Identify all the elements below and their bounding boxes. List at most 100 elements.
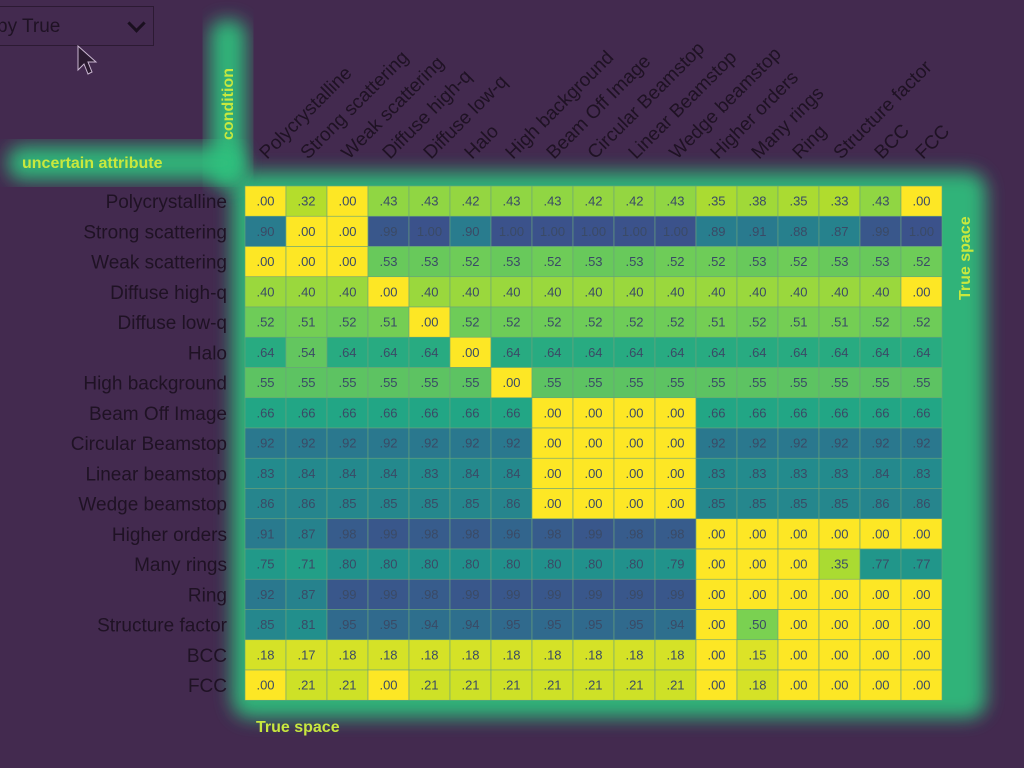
cell-value-label: .00 bbox=[584, 405, 602, 420]
heatmap-cell bbox=[367, 457, 410, 489]
cell-value-label: .92 bbox=[256, 436, 274, 451]
heatmap-cell bbox=[613, 397, 656, 429]
heatmap-cell bbox=[490, 427, 533, 459]
cell-value-label: .66 bbox=[789, 405, 807, 420]
cell-value-label: .92 bbox=[789, 436, 807, 451]
cell-value-label: .84 bbox=[297, 466, 315, 481]
heatmap-cell bbox=[572, 669, 615, 701]
heatmap-cell bbox=[408, 457, 451, 489]
cell-value-label: .85 bbox=[256, 617, 274, 632]
cell-value-label: .00 bbox=[912, 587, 930, 602]
cell-value-label: .53 bbox=[420, 254, 438, 269]
cell-value-label: .00 bbox=[256, 194, 274, 209]
cell-value-label: .64 bbox=[830, 345, 848, 360]
heatmap-cell bbox=[900, 306, 943, 338]
cell-value-label: .98 bbox=[543, 526, 561, 541]
cell-value-label: .98 bbox=[420, 587, 438, 602]
cell-value-label: .52 bbox=[338, 315, 356, 330]
cell-value-label: .00 bbox=[666, 436, 684, 451]
heatmap-cell bbox=[695, 548, 738, 580]
heatmap-cell bbox=[490, 669, 533, 701]
heatmap-cell bbox=[490, 367, 533, 399]
row-label: Higher orders bbox=[112, 525, 227, 546]
cell-value-label: .85 bbox=[338, 496, 356, 511]
cell-value-label: .92 bbox=[830, 436, 848, 451]
heatmap-cell bbox=[490, 306, 533, 338]
cell-value-label: .92 bbox=[871, 436, 889, 451]
heatmap-cell bbox=[408, 215, 451, 247]
cell-value-label: .96 bbox=[502, 526, 520, 541]
heatmap-cell bbox=[572, 215, 615, 247]
cell-value-label: .92 bbox=[912, 436, 930, 451]
cell-value-label: .87 bbox=[297, 587, 315, 602]
heatmap-cells: .00 .32 .00 .43 .43 .42 .43 .43 .42 .42 .43 .35 .38.… bbox=[244, 185, 943, 701]
cell-value-label: .00 bbox=[420, 315, 438, 330]
cell-value-label: .00 bbox=[830, 526, 848, 541]
cell-value-label: .18 bbox=[625, 647, 643, 662]
cell-value-label: .40 bbox=[420, 284, 438, 299]
cell-value-label: .52 bbox=[543, 315, 561, 330]
row-label: High background bbox=[83, 374, 227, 395]
cell-value-label: .42 bbox=[461, 194, 479, 209]
cell-value-label: .64 bbox=[748, 345, 766, 360]
cell-value-label: .98 bbox=[666, 526, 684, 541]
cell-value-label: .80 bbox=[420, 557, 438, 572]
cell-value-label: .64 bbox=[338, 345, 356, 360]
cell-value-label: .21 bbox=[625, 678, 643, 693]
cell-value-label: .66 bbox=[830, 405, 848, 420]
heatmap-cell bbox=[777, 518, 820, 550]
heatmap-cell bbox=[408, 488, 451, 520]
heatmap-cell bbox=[408, 246, 451, 278]
cell-value-label: .18 bbox=[256, 647, 274, 662]
heatmap-cell bbox=[613, 367, 656, 399]
cell-value-label: 1.00 bbox=[499, 224, 524, 239]
cell-value-label: .83 bbox=[256, 466, 274, 481]
cell-value-label: .95 bbox=[543, 617, 561, 632]
heatmap-cell bbox=[449, 367, 492, 399]
cell-value-label: .00 bbox=[789, 647, 807, 662]
heatmap-cell bbox=[613, 306, 656, 338]
heatmap-cell bbox=[613, 246, 656, 278]
heatmap-cell bbox=[531, 306, 574, 338]
cell-value-label: .55 bbox=[379, 375, 397, 390]
heatmap-cell bbox=[285, 215, 328, 247]
heatmap-cell bbox=[244, 609, 287, 641]
cell-value-label: .52 bbox=[502, 315, 520, 330]
cell-value-label: .00 bbox=[338, 254, 356, 269]
heatmap-cell bbox=[367, 578, 410, 610]
cell-value-label: .80 bbox=[502, 557, 520, 572]
heatmap-cell bbox=[818, 215, 861, 247]
heatmap-cell bbox=[695, 246, 738, 278]
cell-value-label: .99 bbox=[379, 224, 397, 239]
heatmap-cell bbox=[244, 276, 287, 308]
heatmap-cell bbox=[818, 306, 861, 338]
heatmap-cell bbox=[449, 397, 492, 429]
heatmap-cell bbox=[408, 609, 451, 641]
cell-value-label: .99 bbox=[461, 587, 479, 602]
heatmap-cell bbox=[408, 185, 451, 217]
cell-value-label: .21 bbox=[338, 678, 356, 693]
cell-value-label: .00 bbox=[256, 678, 274, 693]
cell-value-label: .86 bbox=[871, 496, 889, 511]
cell-value-label: .42 bbox=[625, 194, 643, 209]
row-label: Beam Off Image bbox=[89, 404, 227, 425]
cell-value-label: .40 bbox=[543, 284, 561, 299]
cell-value-label: .98 bbox=[461, 526, 479, 541]
cell-value-label: .40 bbox=[871, 284, 889, 299]
heatmap-cell bbox=[777, 488, 820, 520]
row-label: Circular Beamstop bbox=[71, 434, 227, 455]
cell-value-label: 1.00 bbox=[581, 224, 606, 239]
cell-value-label: .66 bbox=[379, 405, 397, 420]
cell-value-label: .40 bbox=[584, 284, 602, 299]
heatmap-cell bbox=[736, 488, 779, 520]
heatmap-cell bbox=[818, 397, 861, 429]
heatmap-cell bbox=[326, 518, 369, 550]
cell-value-label: .00 bbox=[461, 345, 479, 360]
cell-value-label: .15 bbox=[748, 647, 766, 662]
cell-value-label: .64 bbox=[543, 345, 561, 360]
cell-value-label: .00 bbox=[912, 617, 930, 632]
cell-value-label: .87 bbox=[830, 224, 848, 239]
condition-dropdown[interactable]: py True bbox=[0, 6, 154, 46]
heatmap-cell bbox=[859, 488, 902, 520]
heatmap-cell bbox=[859, 397, 902, 429]
